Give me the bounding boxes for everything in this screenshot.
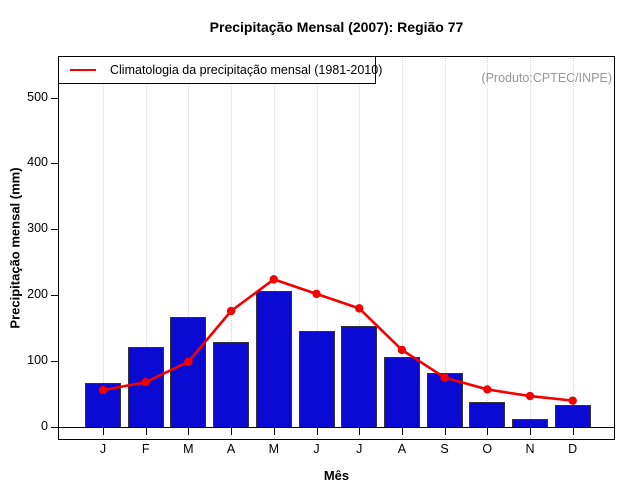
bar-month-3 xyxy=(170,316,207,427)
x-tick xyxy=(273,428,275,435)
month-gridline xyxy=(188,57,190,439)
y-tick-label: 0 xyxy=(41,419,48,433)
source-note: (Produto:CPTEC/INPE) xyxy=(481,71,612,85)
x-tick-label: D xyxy=(568,442,578,456)
y-tick-label: 400 xyxy=(27,155,48,170)
bar-month-12 xyxy=(554,405,591,427)
month-gridline xyxy=(231,57,233,439)
x-tick-label: J xyxy=(356,442,363,456)
x-tick-label: M xyxy=(268,442,279,456)
bar-month-11 xyxy=(512,419,548,427)
x-tick-label: N xyxy=(525,442,535,456)
month-gridline xyxy=(359,57,361,439)
y-tick xyxy=(51,163,58,165)
x-tick xyxy=(145,428,147,435)
bar-month-6 xyxy=(298,330,335,427)
bar-month-8 xyxy=(383,357,420,427)
chart-title: Precipitação Mensal (2007): Região 77 xyxy=(209,19,464,35)
x-tick xyxy=(572,428,574,435)
x-tick xyxy=(401,428,403,435)
x-tick xyxy=(487,428,489,435)
month-gridline xyxy=(572,57,574,439)
bar-month-5 xyxy=(255,290,292,427)
y-tick-label: 300 xyxy=(27,221,48,236)
bar-month-1 xyxy=(85,382,121,427)
x-tick-label: J xyxy=(99,442,107,456)
bar-month-9 xyxy=(426,372,463,427)
x-axis-line xyxy=(58,427,615,428)
y-tick xyxy=(51,295,58,297)
bar-month-2 xyxy=(127,347,164,427)
month-gridline xyxy=(530,57,531,439)
x-tick-label: S xyxy=(440,442,449,456)
bar-month-10 xyxy=(469,401,506,427)
x-tick xyxy=(188,428,190,435)
month-gridline xyxy=(316,57,318,439)
y-tick-label: 500 xyxy=(27,89,48,104)
bar-month-4 xyxy=(213,341,250,427)
legend-label: Climatologia da precipitação mensal (198… xyxy=(110,63,383,77)
month-gridline xyxy=(401,57,403,439)
y-tick xyxy=(51,97,58,99)
x-tick-label: J xyxy=(313,442,320,456)
legend: Climatologia da precipitação mensal (198… xyxy=(58,56,382,84)
bar-month-7 xyxy=(341,326,378,427)
x-tick-label: A xyxy=(226,442,236,456)
month-gridline xyxy=(103,57,104,439)
x-tick-label: O xyxy=(482,442,493,456)
month-gridline xyxy=(145,57,147,439)
month-gridline xyxy=(487,57,489,439)
x-tick xyxy=(316,428,318,435)
x-tick-label: A xyxy=(397,442,407,456)
y-tick xyxy=(51,361,58,363)
y-tick-label: 200 xyxy=(27,287,48,302)
y-tick xyxy=(51,427,58,428)
x-tick xyxy=(530,428,531,435)
x-axis-title: Mês xyxy=(323,468,350,483)
month-gridline xyxy=(273,57,275,439)
x-tick xyxy=(444,428,446,435)
y-tick-label: 100 xyxy=(27,353,48,368)
legend-line-sample xyxy=(70,69,96,71)
x-tick-label: M xyxy=(183,442,194,456)
x-tick xyxy=(103,428,104,435)
month-gridline xyxy=(444,57,446,439)
y-tick xyxy=(51,229,58,231)
x-tick-label: F xyxy=(141,442,150,456)
y-axis-title: Precipitação mensal (mm) xyxy=(7,167,23,329)
x-tick xyxy=(359,428,361,435)
x-tick xyxy=(231,428,233,435)
